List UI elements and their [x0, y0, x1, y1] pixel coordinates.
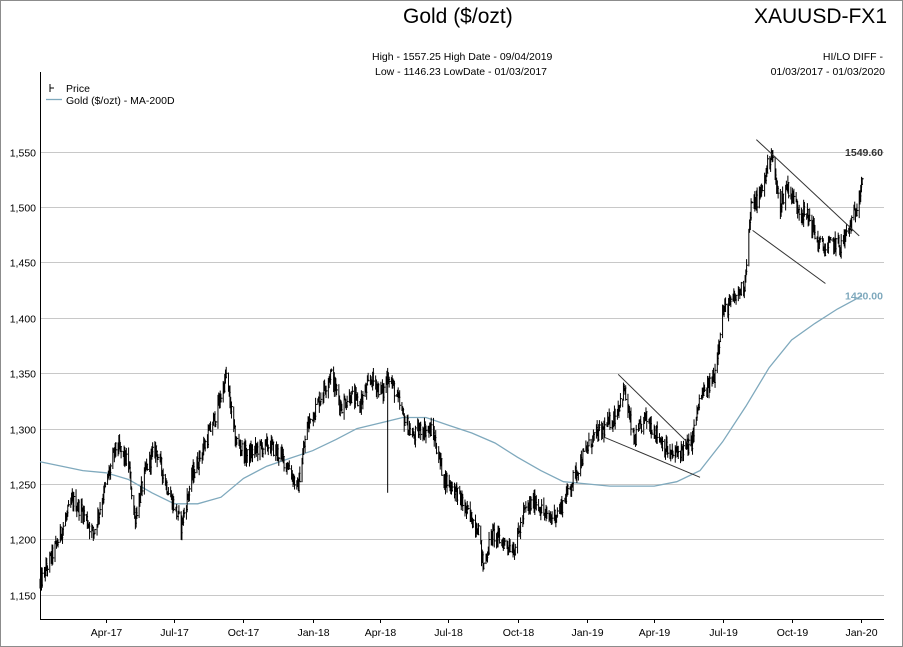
low-stats: Low - 1146.23 LowDate - 01/03/2017: [375, 66, 548, 78]
y-tick-label: 1,550: [10, 148, 36, 160]
trendline: [617, 373, 693, 448]
x-tick-label: Jan-20: [845, 627, 877, 639]
trendline: [604, 436, 701, 478]
x-tick-label: Jul-17: [160, 627, 189, 639]
legend-ma-label: Gold ($/ozt) - MA-200D: [66, 95, 175, 107]
y-tick-label: 1,300: [10, 425, 36, 437]
trendline: [752, 229, 826, 284]
y-tick-label: 1,400: [10, 314, 36, 326]
x-tick-label: Oct-19: [777, 627, 809, 639]
legend-price-label: Price: [66, 83, 90, 95]
trendline: [756, 139, 860, 237]
x-tick-label: Oct-17: [228, 627, 260, 639]
y-tick-label: 1,450: [10, 258, 36, 270]
x-tick-label: Jul-19: [709, 627, 738, 639]
y-tick-label: 1,500: [10, 203, 36, 215]
symbol-label: XAUUSD-FX1: [753, 5, 887, 28]
x-tick-label: Apr-18: [365, 627, 397, 639]
high-stats: High - 1557.25 High Date - 09/04/2019: [372, 51, 553, 63]
x-tick-label: Apr-19: [639, 627, 671, 639]
chart-title: Gold ($/ozt): [403, 5, 513, 28]
x-tick-label: Jan-19: [571, 627, 603, 639]
ma-200d-line: [39, 295, 863, 505]
hilo-date-range: 01/03/2017 - 01/03/2020: [770, 66, 885, 78]
last-price-label: 1549.60: [845, 147, 883, 159]
y-tick-label: 1,250: [10, 480, 36, 492]
x-tick-label: Oct-18: [503, 627, 535, 639]
x-tick-label: Jul-18: [434, 627, 463, 639]
x-tick-label: Jan-18: [297, 627, 329, 639]
y-tick-label: 1,200: [10, 535, 36, 547]
hilo-diff-label: HI/LO DIFF -: [822, 51, 883, 63]
y-tick-label: 1,150: [10, 591, 36, 603]
last-ma-label: 1420.00: [845, 291, 883, 303]
x-tick-label: Apr-17: [91, 627, 123, 639]
y-tick-label: 1,350: [10, 369, 36, 381]
